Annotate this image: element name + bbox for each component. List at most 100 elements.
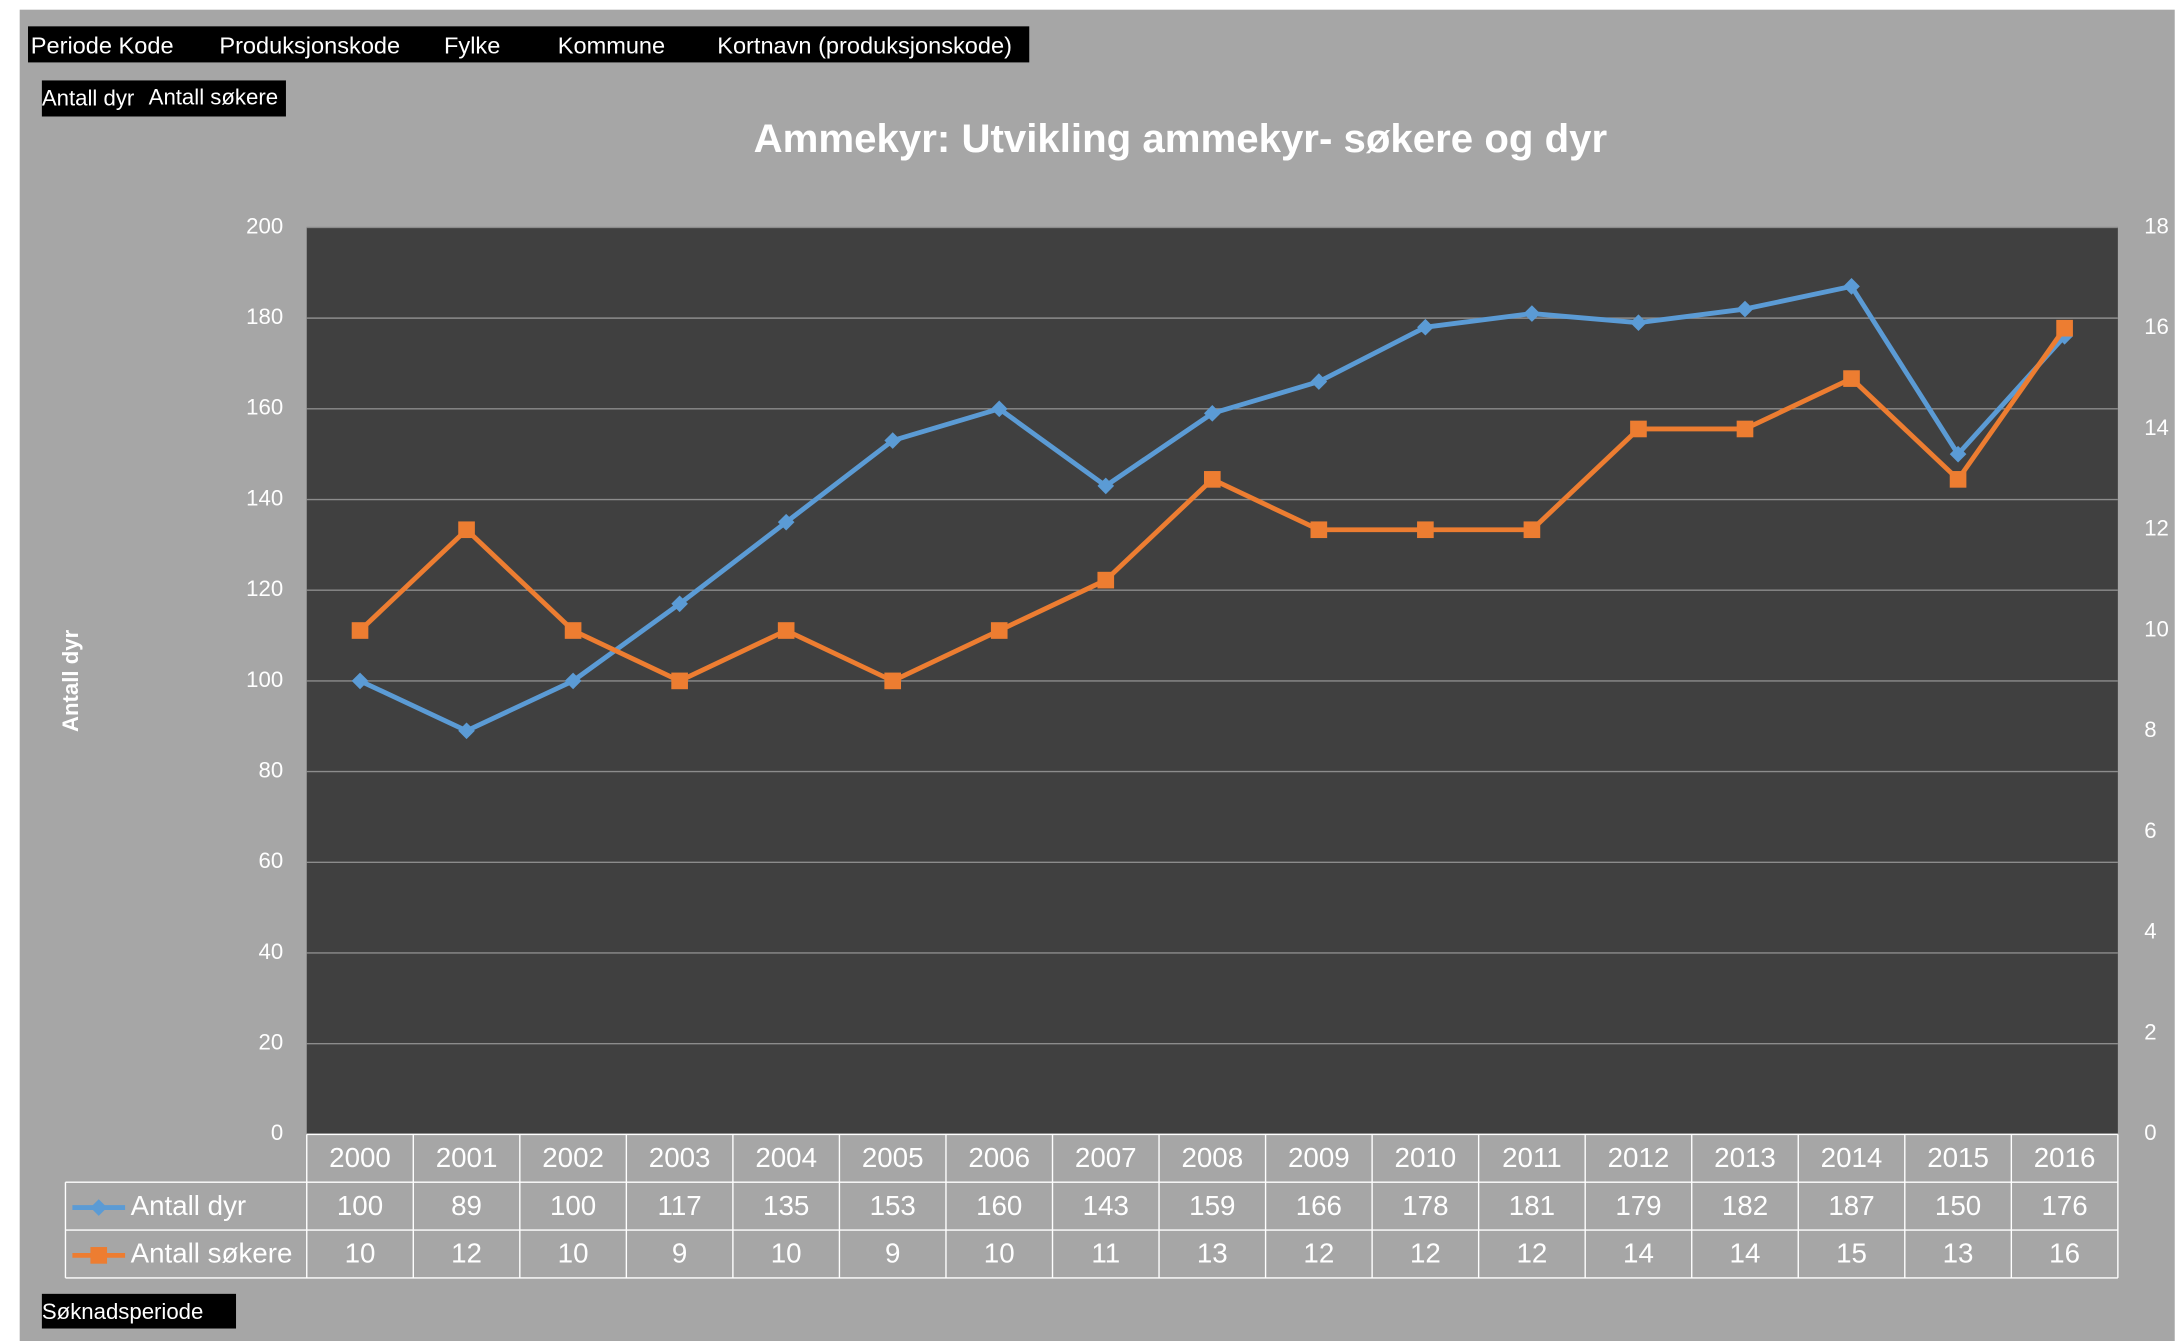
- x-tick-label: 2011: [1502, 1142, 1562, 1173]
- filter-button[interactable]: Periode Kode: [31, 32, 174, 58]
- table-value: 15: [1836, 1238, 1867, 1269]
- y-tick-label: 100: [246, 667, 283, 692]
- marker: [1523, 305, 1541, 322]
- marker: [1949, 471, 1967, 488]
- table-value: 135: [763, 1190, 809, 1221]
- table-value: 13: [1197, 1238, 1228, 1269]
- y-tick-label: 20: [259, 1030, 284, 1055]
- y2-tick-label: 16: [2144, 314, 2169, 339]
- value-button[interactable]: Antall søkere: [149, 84, 278, 109]
- table-value: 13: [1943, 1238, 1974, 1269]
- marker: [884, 672, 902, 690]
- x-tick-label: 2000: [329, 1142, 391, 1173]
- y-tick-label: 200: [246, 213, 283, 238]
- table-value: 117: [658, 1190, 702, 1221]
- marker: [1630, 314, 1647, 331]
- marker: [671, 672, 688, 690]
- filter-button[interactable]: Kortnavn (produksjonskode): [717, 32, 1012, 58]
- legend-key-marker: [90, 1199, 108, 1216]
- table-value: 100: [337, 1190, 383, 1221]
- x-tick-label: 2009: [1288, 1142, 1350, 1173]
- table-value: 14: [1730, 1238, 1761, 1269]
- y2-tick-label: 6: [2144, 818, 2156, 843]
- legend-key-marker: [90, 1247, 108, 1264]
- table-value: 178: [1402, 1190, 1448, 1221]
- y2-tick-label: 12: [2144, 516, 2169, 541]
- table-value: 153: [870, 1190, 916, 1221]
- table-value: 187: [1828, 1190, 1874, 1221]
- marker: [1417, 521, 1434, 539]
- table-value: 181: [1509, 1190, 1555, 1221]
- marker: [1097, 571, 1115, 589]
- table-value: 10: [984, 1238, 1015, 1269]
- x-tick-label: 2005: [862, 1142, 924, 1173]
- marker: [458, 722, 475, 740]
- table-value: 9: [885, 1238, 900, 1269]
- table-value: 11: [1091, 1238, 1120, 1269]
- table-value: 89: [451, 1190, 482, 1221]
- marker: [1523, 521, 1541, 539]
- x-tick-label: 2013: [1714, 1142, 1776, 1173]
- table-value: 179: [1615, 1190, 1661, 1221]
- marker: [1630, 420, 1647, 438]
- value-button[interactable]: Antall dyr: [42, 86, 135, 111]
- table-value: 14: [1623, 1238, 1654, 1269]
- table-value: 143: [1083, 1190, 1129, 1221]
- legend-label: Antall dyr: [131, 1190, 247, 1221]
- table-value: 150: [1935, 1190, 1981, 1221]
- x-tick-label: 2016: [2034, 1142, 2096, 1173]
- table-value: 182: [1722, 1190, 1768, 1221]
- marker: [884, 432, 902, 449]
- y-tick-label: 160: [246, 395, 283, 420]
- x-tick-label: 2008: [1181, 1142, 1243, 1173]
- table-value: 176: [2041, 1190, 2087, 1221]
- y2-tick-label: 4: [2144, 919, 2156, 944]
- filter-button[interactable]: Fylke: [444, 32, 500, 58]
- x-tick-label: 2015: [1927, 1142, 1989, 1173]
- y-tick-label: 120: [246, 576, 283, 601]
- marker: [351, 622, 369, 639]
- table-value: 12: [451, 1238, 482, 1269]
- axis-button[interactable]: Søknadsperiode: [42, 1299, 203, 1324]
- x-tick-label: 2006: [968, 1142, 1030, 1173]
- y2-tick-label: 8: [2144, 717, 2156, 742]
- x-tick-label: 2014: [1821, 1142, 1883, 1173]
- table-value: 12: [1303, 1238, 1334, 1269]
- table-value: 12: [1516, 1238, 1547, 1269]
- marker: [777, 513, 795, 531]
- filter-button[interactable]: Produksjonskode: [219, 32, 400, 58]
- table-value: 159: [1189, 1190, 1235, 1221]
- x-tick-label: 2001: [436, 1142, 498, 1173]
- x-tick-label: 2002: [542, 1142, 604, 1173]
- marker: [1310, 521, 1328, 539]
- marker: [1736, 420, 1754, 438]
- y2-tick-label: 10: [2144, 616, 2169, 641]
- marker: [458, 521, 475, 539]
- y-tick-label: 180: [246, 304, 283, 329]
- marker: [990, 622, 1008, 639]
- marker: [990, 400, 1008, 418]
- table-value: 160: [976, 1190, 1022, 1221]
- marker: [2056, 319, 2073, 337]
- x-tick-label: 2012: [1608, 1142, 1670, 1173]
- y-tick-label: 140: [246, 485, 283, 510]
- marker: [564, 622, 582, 639]
- y-tick-label: 60: [259, 848, 284, 873]
- filter-bar: [28, 26, 1030, 63]
- legend-label: Antall søkere: [131, 1238, 293, 1269]
- marker: [1097, 477, 1115, 495]
- x-tick-label: 2007: [1075, 1142, 1137, 1173]
- y2-tick-label: 14: [2144, 415, 2169, 440]
- y-tick-label: 40: [259, 939, 284, 964]
- table-value: 9: [672, 1238, 687, 1269]
- marker: [1843, 370, 1860, 387]
- marker: [1203, 471, 1221, 488]
- x-tick-label: 2010: [1395, 1142, 1457, 1173]
- table-value: 10: [345, 1238, 376, 1269]
- value-bar: [41, 80, 286, 117]
- table-value: 166: [1296, 1190, 1342, 1221]
- marker: [777, 622, 795, 639]
- table-value: 100: [550, 1190, 596, 1221]
- y-tick-label: 0: [271, 1120, 283, 1145]
- filter-button[interactable]: Kommune: [558, 32, 665, 58]
